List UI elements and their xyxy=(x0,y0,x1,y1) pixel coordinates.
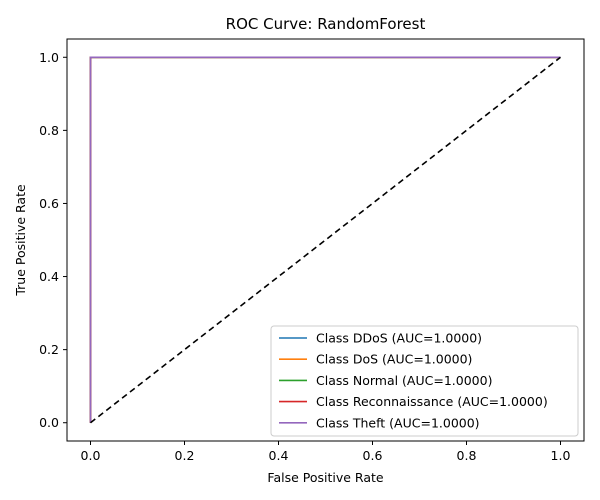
y-tick-label: 0.2 xyxy=(39,342,59,357)
x-tick-label: 0.8 xyxy=(457,448,477,463)
legend-entry: Class Normal (AUC=1.0000) xyxy=(316,373,492,388)
axes-frame xyxy=(66,38,585,442)
legend-entry: Class DDoS (AUC=1.0000) xyxy=(316,331,482,346)
legend: Class DDoS (AUC=1.0000) Class DoS (AUC=1.… xyxy=(270,325,579,437)
legend-entry: Class DoS (AUC=1.0000) xyxy=(316,352,472,367)
legend-entry: Class Theft (AUC=1.0000) xyxy=(316,415,480,430)
y-axis-ticks: 0.0 0.2 0.4 0.6 0.8 1.0 xyxy=(39,50,67,430)
y-tick-label: 1.0 xyxy=(39,50,59,65)
chart-title: ROC Curve: RandomForest xyxy=(226,15,426,33)
x-axis-ticks: 0.0 0.2 0.4 0.6 0.8 1.0 xyxy=(81,441,571,463)
y-axis-label: True Positive Rate xyxy=(13,184,28,297)
legend-entry: Class Reconnaissance (AUC=1.0000) xyxy=(316,394,548,409)
y-tick-label: 0.4 xyxy=(39,269,59,284)
series-line xyxy=(89,56,561,423)
x-tick-label: 0.0 xyxy=(81,448,101,463)
y-tick-label: 0.0 xyxy=(39,415,59,430)
y-tick-label: 0.6 xyxy=(39,196,59,211)
x-tick-label: 0.6 xyxy=(363,448,383,463)
x-axis-label: False Positive Rate xyxy=(267,470,383,485)
y-tick-label: 0.8 xyxy=(39,123,59,138)
x-tick-label: 0.4 xyxy=(269,448,289,463)
legend-box xyxy=(270,325,579,437)
x-tick-label: 0.2 xyxy=(175,448,195,463)
plot-area xyxy=(66,38,585,442)
x-tick-label: 1.0 xyxy=(551,448,571,463)
